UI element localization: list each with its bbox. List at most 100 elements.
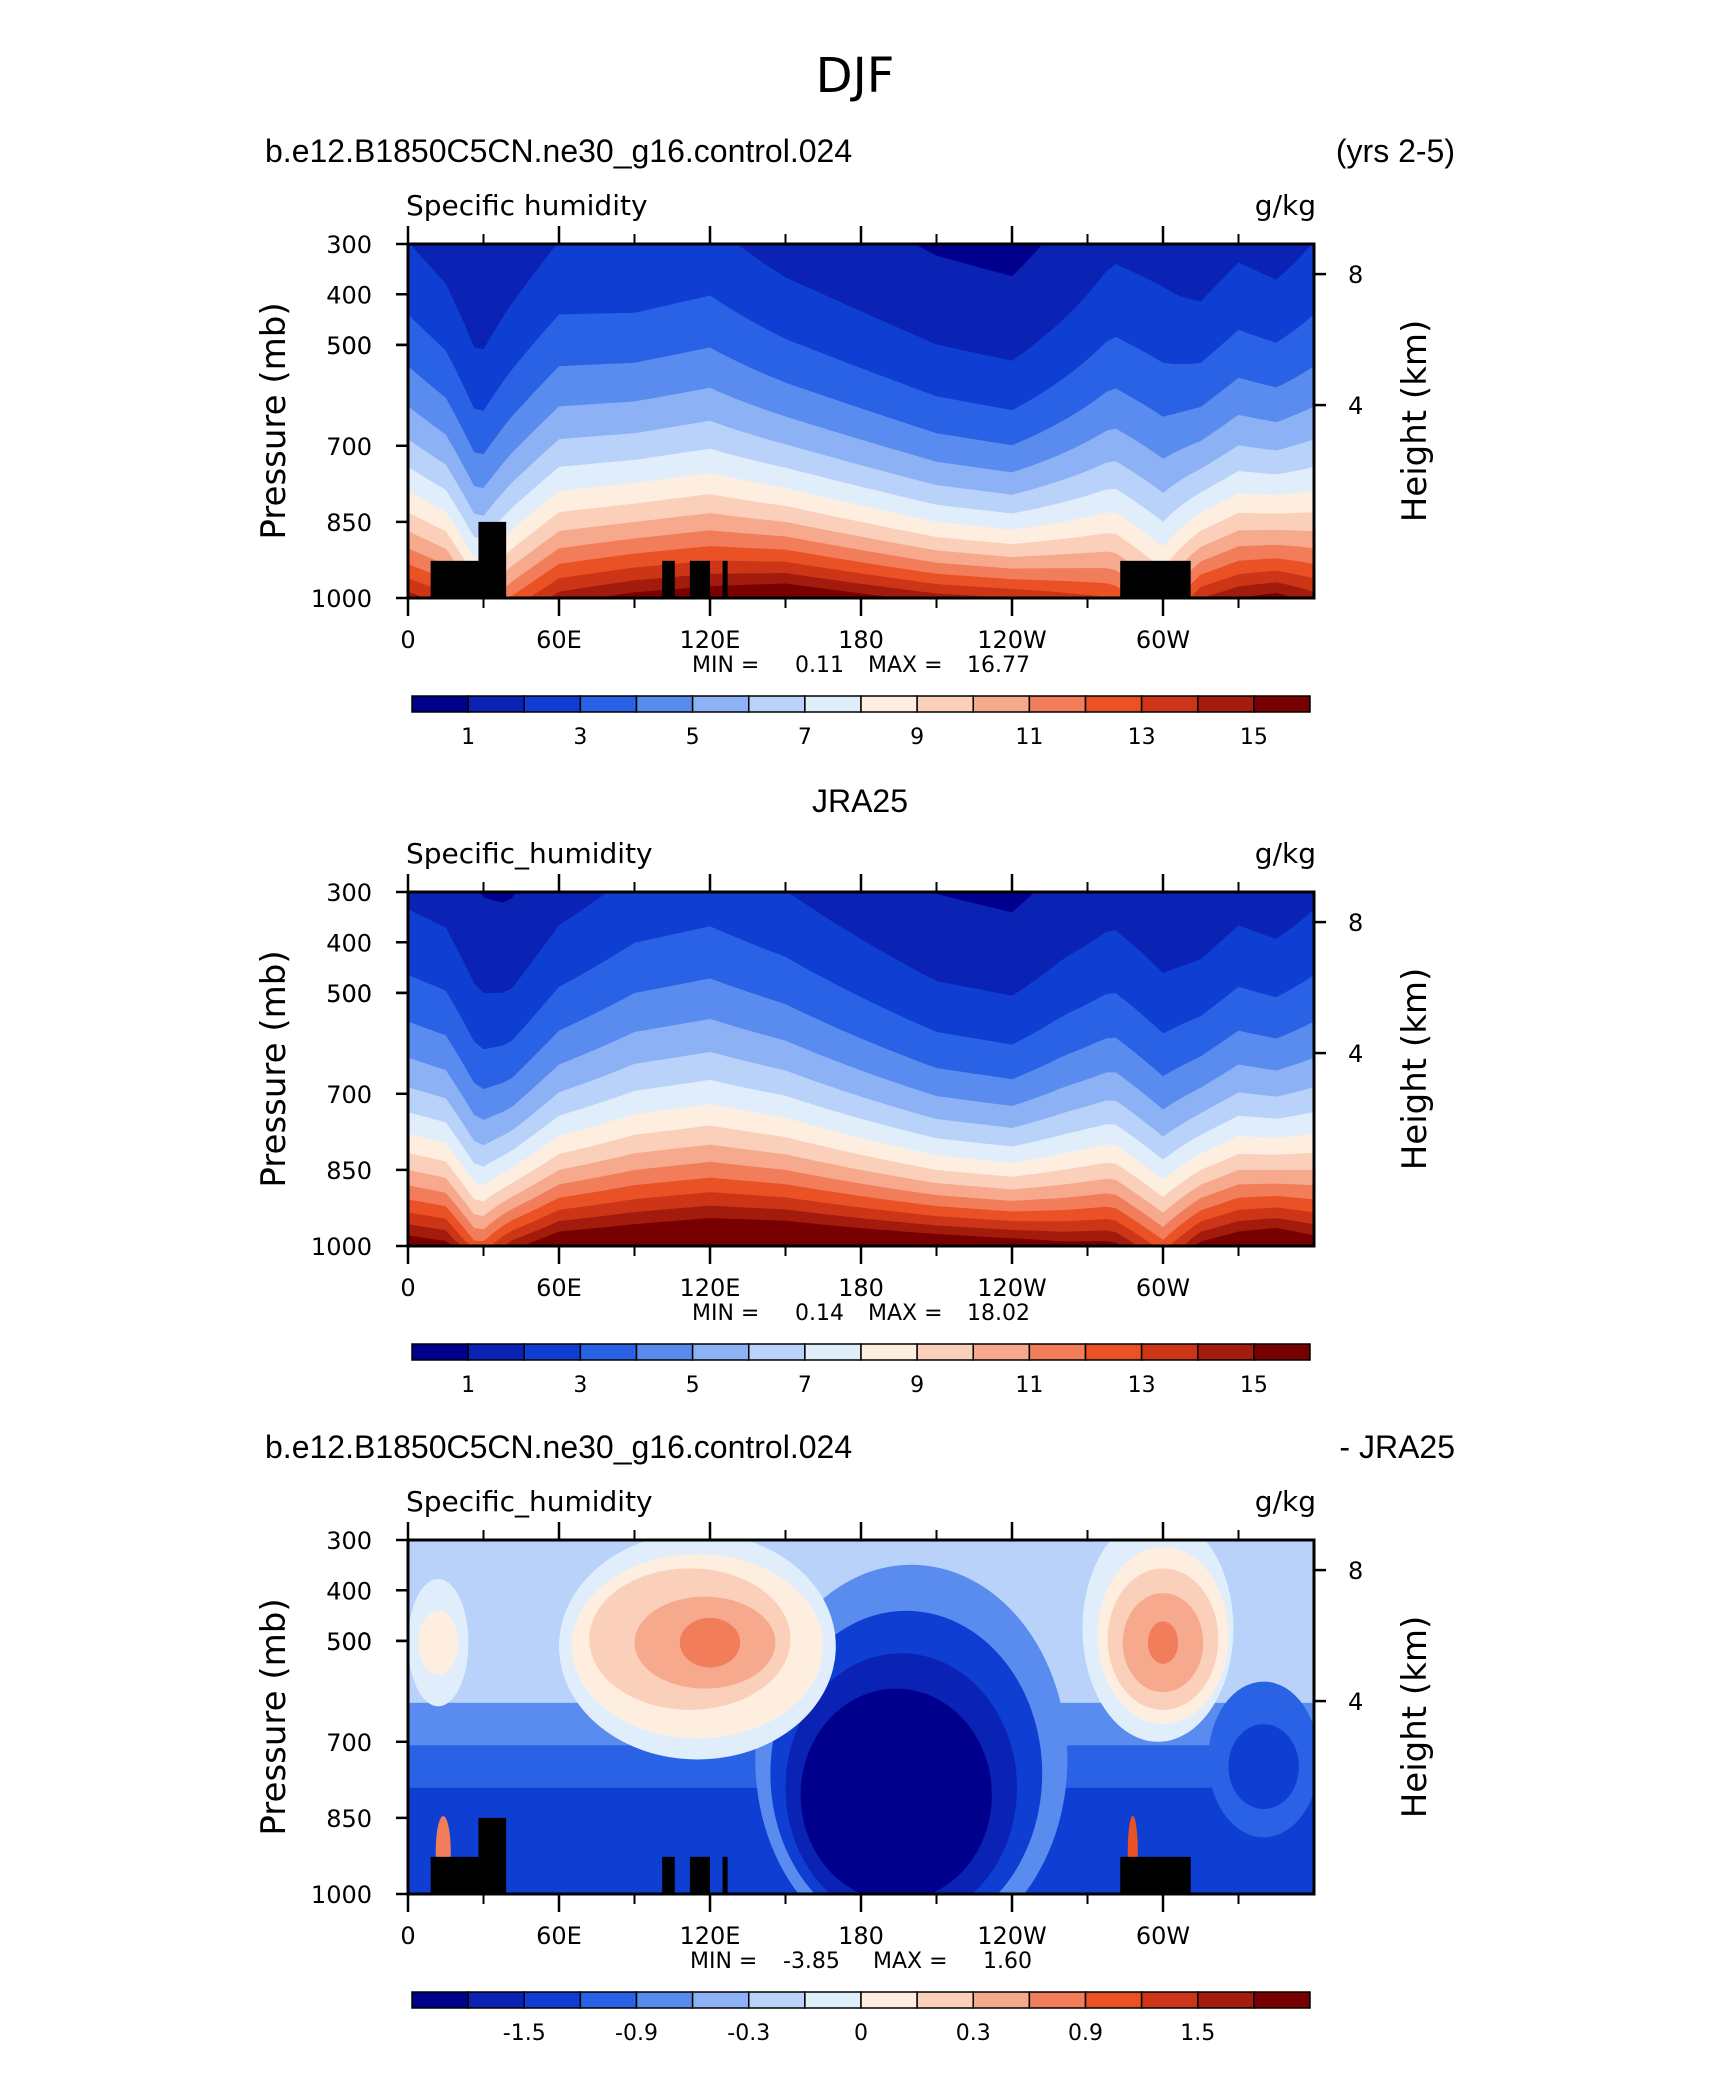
lon-tick-label: 180 <box>838 1274 884 1302</box>
colorbar-swatch <box>579 1343 638 1361</box>
colorbar-swatch <box>804 695 862 713</box>
lon-tick-label: 180 <box>838 1922 884 1950</box>
colorbar-swatch <box>1253 695 1311 713</box>
colorbar-swatch <box>1084 695 1143 713</box>
lon-tick-label: 120W <box>977 1922 1047 1950</box>
lon-tick-label: 0 <box>400 1274 415 1302</box>
panel-model-variable: Specific humidity <box>406 189 648 222</box>
colorbar-swatch <box>1028 1343 1087 1361</box>
y-axis-title-right: Height (km) <box>1395 1616 1435 1819</box>
panel-diff-colorbar: -1.5 -0.9 -0.3 0 0.3 0.9 1.5 <box>411 1991 1311 2046</box>
lon-tick-label: 60E <box>536 626 582 654</box>
colorbar-swatch <box>579 695 638 713</box>
panel-obs-field <box>408 892 1314 1246</box>
contour-band <box>546 1229 1310 1246</box>
colorbar-label: 7 <box>798 1373 812 1398</box>
lon-tick-label: 180 <box>838 626 884 654</box>
pressure-tick-label: 400 <box>326 929 372 957</box>
height-tick-label: 8 <box>1348 1557 1363 1585</box>
colorbar-swatch <box>1084 1343 1143 1361</box>
diff-contour-blob <box>679 1617 741 1668</box>
pressure-tick-label: 500 <box>326 332 372 360</box>
colorbar-swatch <box>691 695 750 713</box>
colorbar-label: 13 <box>1128 1373 1156 1398</box>
colorbar-label: 0.3 <box>956 2021 991 2046</box>
colorbar-label: 9 <box>910 725 924 750</box>
panel-model-max-label: MAX = <box>868 653 943 678</box>
pressure-tick-label: 850 <box>326 509 372 537</box>
pressure-tick-label: 700 <box>326 433 372 461</box>
colorbar-label: 15 <box>1240 725 1268 750</box>
panel-obs: JRA25 Specific_humidity g/kg 300 400 500 5 0… <box>254 783 1435 1398</box>
pressure-tick-label: 500 <box>326 1628 372 1656</box>
lon-tick-label: 60W <box>1136 1274 1190 1302</box>
topography-block <box>1120 1856 1191 1894</box>
colorbar-label: 9 <box>910 1373 924 1398</box>
colorbar-swatch <box>1140 1991 1199 2009</box>
colorbar-swatch <box>972 1991 1031 2009</box>
colorbar-swatch <box>1253 1991 1311 2009</box>
pressure-tick-label: 500 <box>326 332 372 360</box>
y-axis-title-left: Pressure (mb) <box>254 302 294 539</box>
colorbar-label: 11 <box>1015 725 1043 750</box>
colorbar-swatch <box>1197 695 1255 713</box>
panel-model-min-label: MIN = <box>692 653 759 678</box>
colorbar-swatch <box>1140 1343 1199 1361</box>
colorbar-swatch <box>748 1343 806 1361</box>
panel-obs-min-value: 0.14 <box>795 1301 844 1326</box>
topography-block <box>430 1856 484 1894</box>
pressure-tick-label: 850 <box>326 1805 372 1833</box>
pressure-tick-label: 700 <box>326 1081 372 1109</box>
lon-tick-label: 60W <box>1136 626 1190 654</box>
pressure-tick-label: 700 <box>326 1729 372 1757</box>
colorbar-swatch <box>916 1991 974 2009</box>
colorbar-swatch <box>635 1991 694 2009</box>
panel-obs-max-value: 18.02 <box>967 1301 1030 1326</box>
panel-obs-max-label: MAX = <box>868 1301 943 1326</box>
colorbar-swatch <box>860 695 918 713</box>
colorbar-swatch <box>411 695 469 713</box>
height-tick-label: 4 <box>1348 1040 1363 1068</box>
colorbar-swatch <box>748 695 806 713</box>
colorbar-swatch <box>916 1343 974 1361</box>
diff-contour-blob <box>1228 1724 1299 1810</box>
panel-model-max-value: 16.77 <box>967 653 1030 678</box>
colorbar-label: 3 <box>573 725 587 750</box>
y-axis-title-right: Height (km) <box>1395 320 1435 523</box>
panel-diff-units: g/kg <box>1255 1485 1316 1518</box>
panel-model-min-value: 0.11 <box>795 653 844 678</box>
colorbar-swatch <box>1028 695 1087 713</box>
panel-diff: b.e12.B1850C5CN.ne30_g16.control.024 - J… <box>254 1429 1455 2046</box>
colorbar-label: -0.9 <box>615 2021 658 2046</box>
lon-tick-label: 0 <box>400 626 415 654</box>
colorbar-swatch <box>411 1343 469 1361</box>
contour-band <box>408 573 1314 598</box>
panel-obs-header: JRA25 <box>812 783 908 819</box>
panel-diff-max-label: MAX = <box>873 1949 948 1974</box>
pressure-tick-label: 300 <box>326 879 372 907</box>
colorbar-label: -0.3 <box>727 2021 770 2046</box>
page-title: DJF <box>816 48 895 104</box>
pressure-tick-label: 300 <box>326 1527 372 1555</box>
panel-obs-min-label: MIN = <box>692 1301 759 1326</box>
height-tick-label: 4 <box>1348 392 1363 420</box>
topography-block <box>722 1856 728 1894</box>
colorbar-swatch <box>523 1991 582 2009</box>
colorbar-label: 7 <box>798 725 812 750</box>
colorbar-swatch <box>972 695 1031 713</box>
topography-block <box>662 1856 675 1894</box>
height-tick-label: 8 <box>1348 261 1363 289</box>
colorbar-swatch <box>916 695 974 713</box>
pressure-tick-label: 300 <box>326 231 372 259</box>
panel-obs-colorbar: 1 3 5 7 9 11 13 15 <box>411 1343 1311 1398</box>
pressure-tick-label: 1000 <box>311 1881 372 1909</box>
panel-model-header-left: b.e12.B1850C5CN.ne30_g16.control.024 <box>265 133 852 169</box>
topography-block <box>689 560 710 598</box>
colorbar-swatch <box>523 1343 582 1361</box>
colorbar-label: 1 <box>461 725 475 750</box>
colorbar-swatch <box>860 1343 918 1361</box>
panel-model-colorbar: 1 3 5 7 9 11 13 15 <box>411 695 1311 750</box>
